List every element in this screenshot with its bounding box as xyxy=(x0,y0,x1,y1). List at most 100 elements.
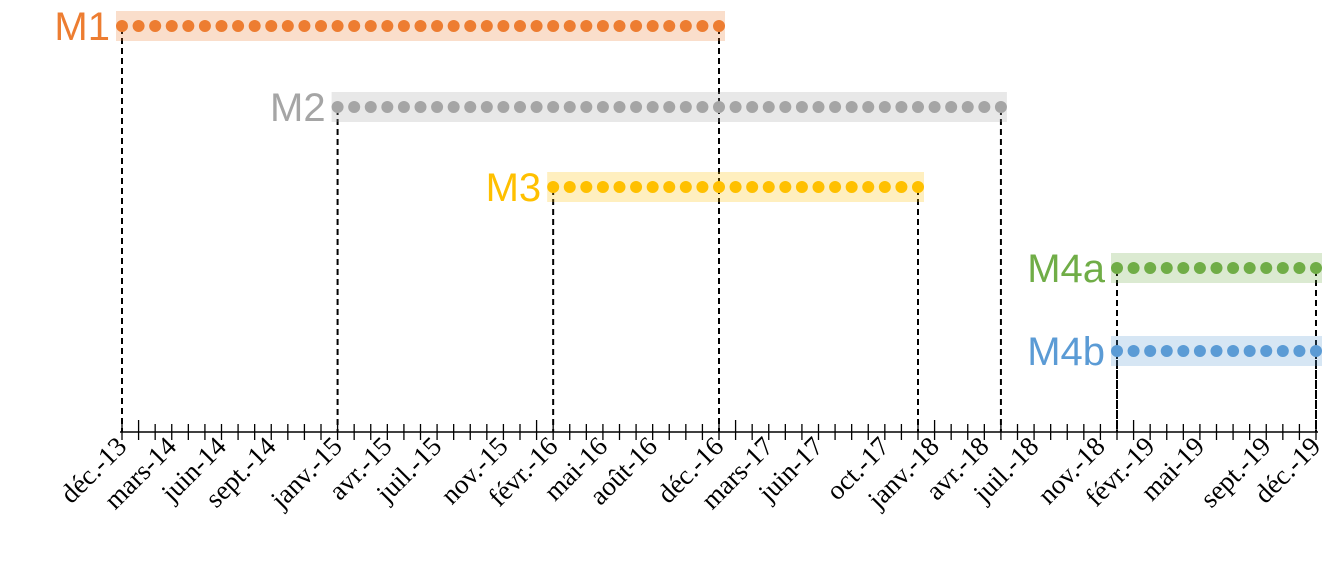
series-point xyxy=(580,20,593,32)
series-point xyxy=(1193,262,1206,274)
series-point xyxy=(281,20,294,32)
series-point xyxy=(1193,345,1206,357)
series-point xyxy=(613,181,626,193)
series-point xyxy=(1210,345,1223,357)
series-point xyxy=(464,20,477,32)
series-point xyxy=(381,101,394,113)
series-point xyxy=(547,181,560,193)
series-point xyxy=(149,20,162,32)
series-point xyxy=(696,20,709,32)
series-point xyxy=(265,20,278,32)
series-point xyxy=(364,101,377,113)
series-point xyxy=(795,101,808,113)
series-point xyxy=(530,101,543,113)
series-point xyxy=(563,181,576,193)
series-point xyxy=(165,20,178,32)
series-point xyxy=(497,20,510,32)
series-point xyxy=(829,101,842,113)
series-label: M1 xyxy=(54,5,110,49)
series-point xyxy=(878,101,891,113)
series-point xyxy=(431,20,444,32)
series-point xyxy=(663,20,676,32)
series-point xyxy=(1227,345,1240,357)
series-point xyxy=(663,101,676,113)
series-point xyxy=(464,101,477,113)
series-point xyxy=(663,181,676,193)
series-point xyxy=(1127,345,1140,357)
series-point xyxy=(248,20,261,32)
series-point xyxy=(596,181,609,193)
series-point xyxy=(878,181,891,193)
series-point xyxy=(397,101,410,113)
series-point xyxy=(1293,345,1306,357)
series-point xyxy=(1293,262,1306,274)
series-point xyxy=(795,181,808,193)
series-point xyxy=(182,20,195,32)
series-point xyxy=(596,20,609,32)
series-point xyxy=(945,101,958,113)
series-point xyxy=(563,20,576,32)
series-point xyxy=(596,101,609,113)
series-point xyxy=(547,20,560,32)
series-point xyxy=(514,101,526,113)
series-point xyxy=(580,101,593,113)
series-label: M2 xyxy=(270,86,326,130)
series-point xyxy=(480,101,493,113)
series-point xyxy=(829,181,842,193)
series-point xyxy=(630,20,643,32)
series-point xyxy=(779,101,792,113)
series-point xyxy=(132,20,145,32)
series-point xyxy=(696,181,709,193)
series-point xyxy=(762,101,775,113)
series-point xyxy=(198,20,211,32)
series-point xyxy=(613,101,626,113)
series-point xyxy=(381,20,394,32)
series-point xyxy=(215,20,228,32)
series-point xyxy=(348,20,361,32)
series-point xyxy=(1144,345,1157,357)
series-point xyxy=(547,101,560,113)
series-point xyxy=(563,101,576,113)
series-point xyxy=(1243,345,1256,357)
x-axis xyxy=(120,420,1318,440)
series-point xyxy=(912,181,924,193)
series-point xyxy=(961,101,974,113)
series-bands: M1 M2 M3 M4a M4b xyxy=(54,5,1322,374)
guide-lines xyxy=(121,28,1317,432)
series-point xyxy=(729,101,742,113)
series-point xyxy=(1177,262,1190,274)
series-point xyxy=(1310,345,1322,357)
series-point xyxy=(1160,345,1173,357)
series-point xyxy=(1111,345,1123,357)
series-point xyxy=(1127,262,1140,274)
series-point xyxy=(862,181,875,193)
series-point xyxy=(630,181,643,193)
series-point xyxy=(331,101,344,113)
series-point xyxy=(646,181,659,193)
series-point xyxy=(447,101,460,113)
series-point xyxy=(480,20,493,32)
series-point xyxy=(928,101,941,113)
series-point xyxy=(1210,262,1223,274)
series-label: M4a xyxy=(1027,247,1106,291)
series-label: M3 xyxy=(486,166,542,210)
series-point xyxy=(895,101,908,113)
series-point xyxy=(530,20,543,32)
series-point xyxy=(994,101,1007,113)
x-axis-tick-labels: déc.-13mars-14juin-14sept.-14janv.-15avr… xyxy=(54,431,1326,515)
series-point xyxy=(845,101,858,113)
series-point xyxy=(746,101,759,113)
series-point xyxy=(713,181,725,193)
series-point xyxy=(746,181,759,193)
series-point xyxy=(431,101,444,113)
series-point xyxy=(580,181,593,193)
series-point xyxy=(646,101,659,113)
series-point xyxy=(713,20,725,32)
series-point xyxy=(646,20,659,32)
series-point xyxy=(331,20,344,32)
series-point xyxy=(1276,262,1289,274)
series-point xyxy=(1260,345,1273,357)
series-point xyxy=(845,181,858,193)
series-point xyxy=(447,20,460,32)
